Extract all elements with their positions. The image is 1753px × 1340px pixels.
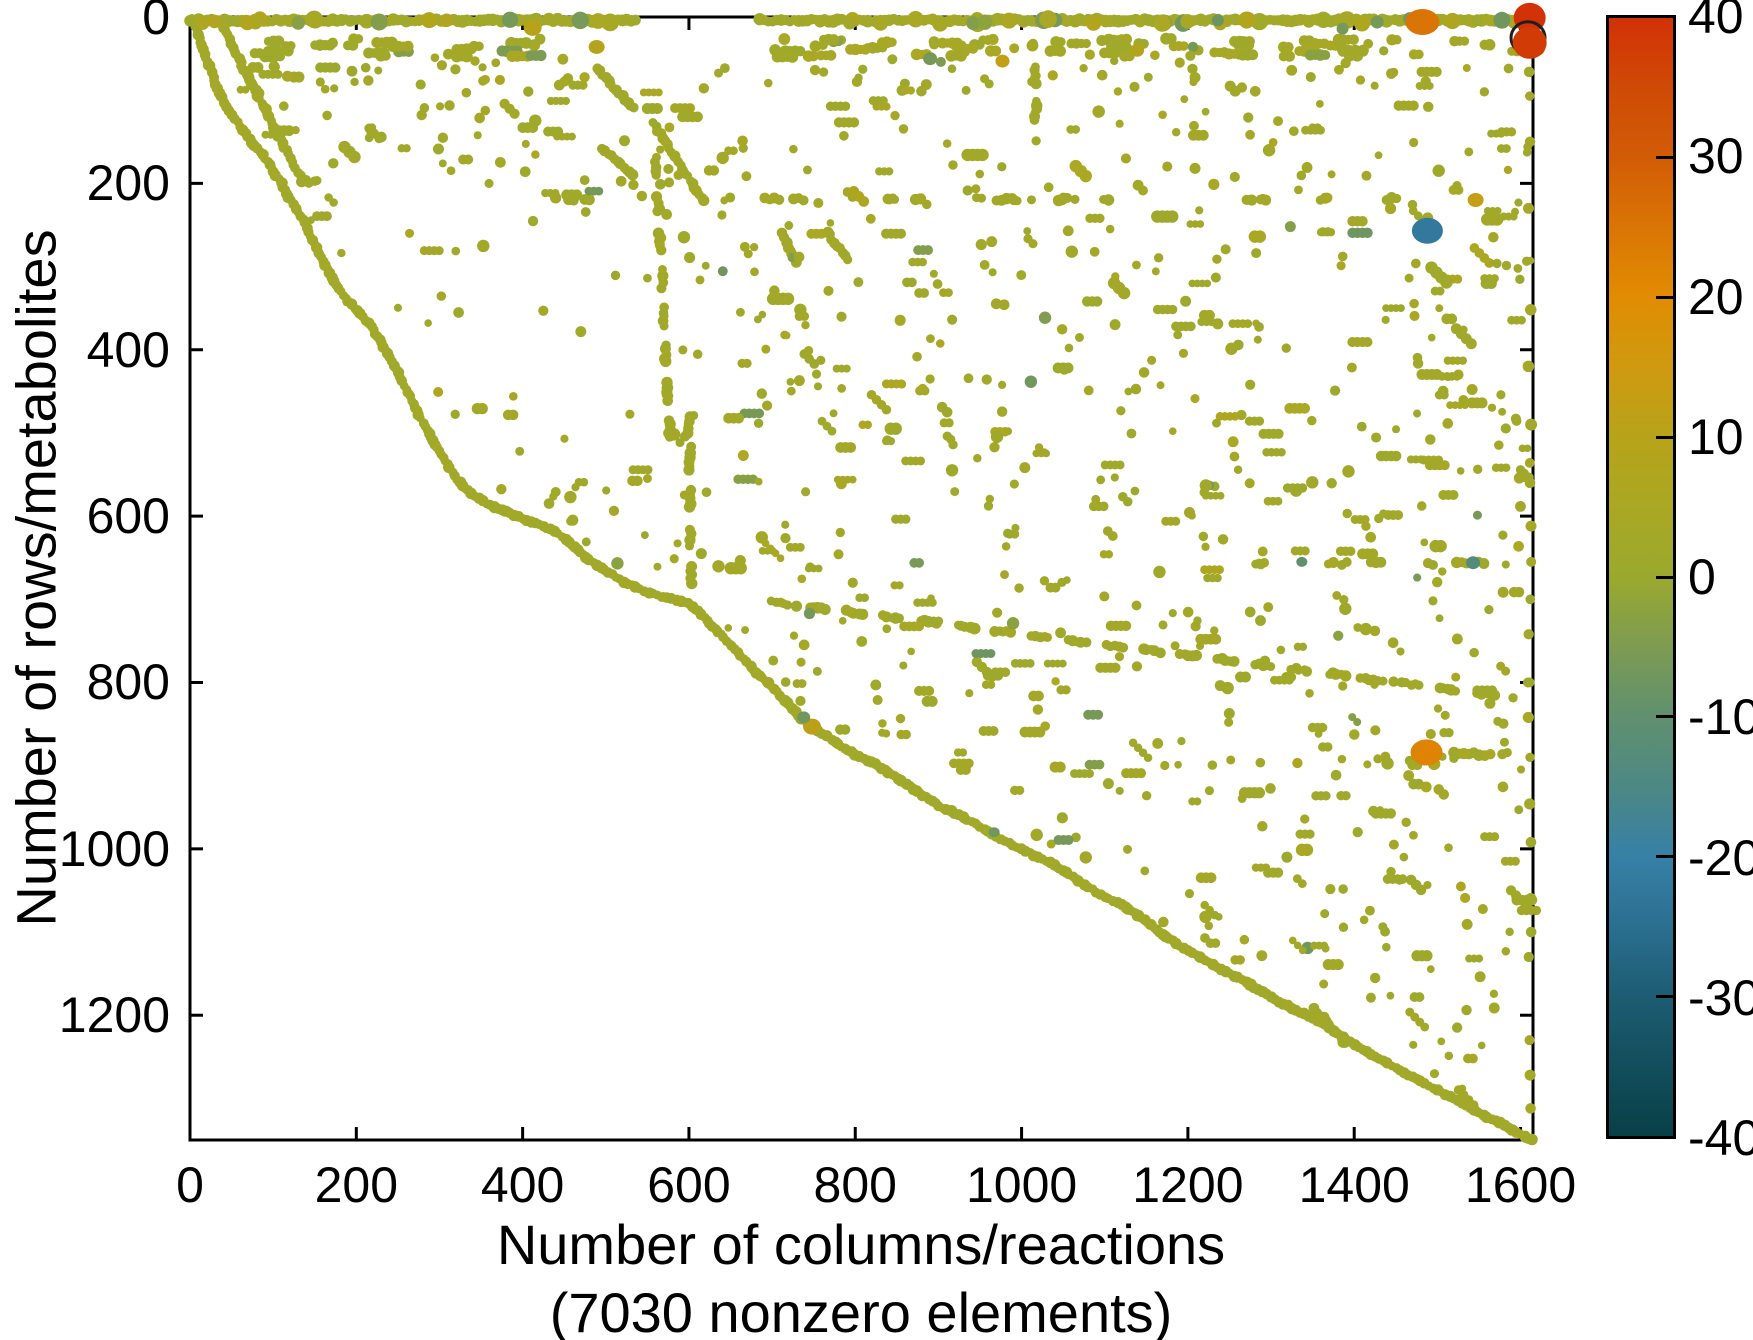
highlight-points <box>523 2 1547 838</box>
colorbar-tick-label: 20 <box>1688 268 1744 325</box>
highlight-point <box>1466 556 1481 570</box>
colorbar-tick <box>1656 156 1673 160</box>
x-tick-label: 0 <box>176 1157 204 1213</box>
highlight-point <box>1296 556 1308 567</box>
colorbar-tick <box>1656 715 1673 719</box>
x-tick-label: 800 <box>813 1157 897 1213</box>
x-tick-label: 400 <box>480 1157 565 1213</box>
x-tick-label: 600 <box>647 1157 731 1213</box>
highlight-point <box>1130 43 1145 57</box>
colorbar-tick-label: -40 <box>1688 1110 1753 1166</box>
highlight-point <box>995 54 1010 68</box>
x-tick-label: 1000 <box>965 1157 1078 1213</box>
highlight-point <box>1410 739 1443 766</box>
highlight-point <box>988 827 1000 838</box>
x-tick-label: 1400 <box>1298 1157 1410 1213</box>
highlight-point <box>803 718 822 735</box>
y-tick-label: 800 <box>86 654 170 711</box>
colorbar-tick-label: 10 <box>1688 408 1744 465</box>
axes-box <box>190 17 1533 1140</box>
highlight-point <box>588 39 605 54</box>
colorbar-tick-label: -10 <box>1688 689 1753 746</box>
colorbar-tick <box>1656 575 1673 579</box>
colorbar-tick-label: 0 <box>1688 549 1716 605</box>
nonzero-elements <box>184 10 1545 1146</box>
y-tick-label: 1000 <box>58 820 170 877</box>
x-tick-label: 1200 <box>1132 1157 1244 1213</box>
colorbar-tick <box>1656 855 1673 858</box>
highlight-point <box>923 52 938 66</box>
colorbar-tick-label: 30 <box>1688 128 1744 185</box>
highlight-point <box>1211 14 1224 27</box>
x-tick-label: 1600 <box>1464 1157 1577 1213</box>
colorbar-tick <box>1656 435 1673 439</box>
highlight-point <box>1411 217 1443 244</box>
y-tick-label: 1200 <box>58 987 170 1044</box>
x-axis-subtitle: (7030 nonzero elements) <box>549 1281 1173 1340</box>
colorbar-tick <box>1656 994 1673 998</box>
highlight-point <box>1405 8 1440 35</box>
highlight-point <box>797 711 811 724</box>
highlight-point <box>935 56 946 67</box>
y-tick-label: 200 <box>86 155 170 212</box>
highlight-point <box>523 19 542 36</box>
y-tick-label: 0 <box>142 0 170 45</box>
y-tick-label: 600 <box>86 488 170 545</box>
x-tick-label: 200 <box>314 1157 399 1213</box>
colorbar-tick-label: 40 <box>1688 0 1744 44</box>
spy-plot <box>184 2 1547 1146</box>
x-axis-title: Number of columns/reactions <box>496 1213 1226 1276</box>
colorbar <box>1606 15 1676 1139</box>
y-tick-label: 400 <box>86 321 170 378</box>
highlight-point <box>1512 26 1547 59</box>
highlight-point <box>1237 11 1256 28</box>
colorbar-tick-label: -20 <box>1688 829 1753 886</box>
colorbar-tick-label: -30 <box>1688 969 1753 1026</box>
colorbar-tick <box>1656 296 1673 299</box>
highlight-point <box>1336 22 1349 35</box>
highlight-point <box>1467 193 1484 208</box>
